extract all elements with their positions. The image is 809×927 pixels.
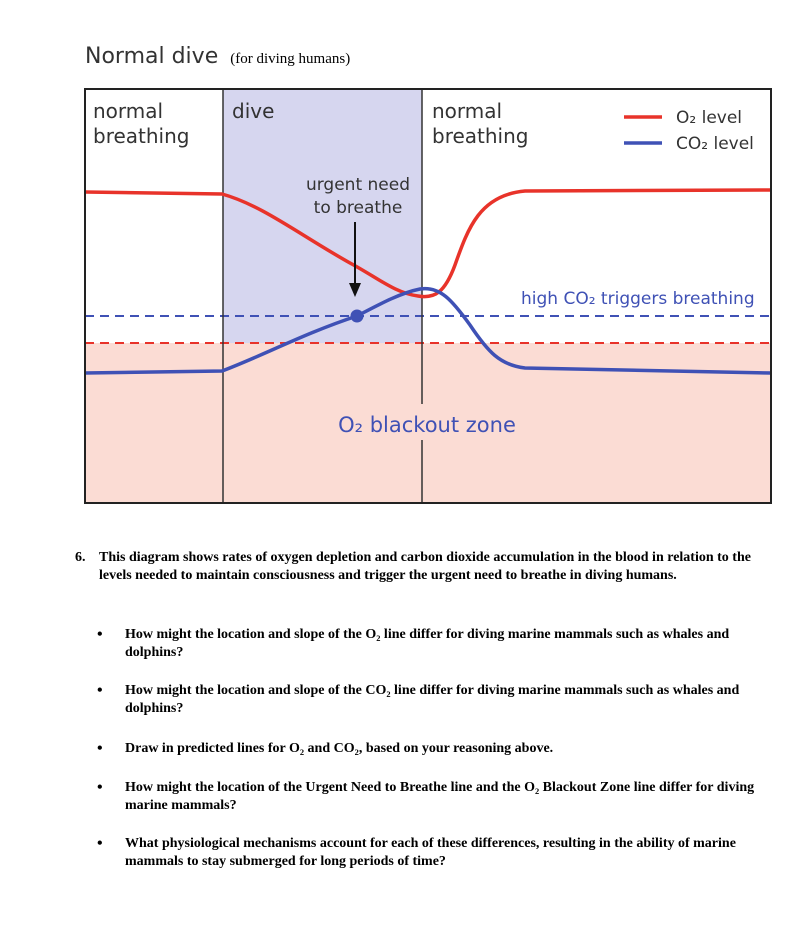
urgent-need-label-line2: to breathe bbox=[314, 198, 403, 218]
label-normal-breathing-1-line2: breathing bbox=[93, 124, 189, 148]
blackout-zone-label: O₂ blackout zone bbox=[338, 413, 516, 437]
bullet-draw-lines: Draw in predicted lines for O₂ and CO₂, … bbox=[95, 740, 785, 758]
bullet-physiological-mechanisms: What physiological mechanisms account fo… bbox=[95, 835, 785, 871]
bullet-urgent-need-blackout: How might the location of the Urgent Nee… bbox=[95, 779, 785, 815]
co2-level-line bbox=[84, 286, 772, 375]
o2-level-line bbox=[84, 188, 772, 299]
diagram-title: Normal dive bbox=[85, 44, 219, 69]
urgent-need-marker bbox=[350, 309, 364, 323]
urgent-need-label-line1: urgent need bbox=[306, 175, 410, 195]
diagram-frame bbox=[84, 88, 772, 504]
legend-co2-label: CO₂ level bbox=[676, 134, 754, 154]
bullet-co2-line: How might the location and slope of the … bbox=[95, 682, 785, 718]
dive-diagram: normal breathing dive normal breathing O… bbox=[84, 88, 772, 504]
bullet-o2-line: How might the location and slope of the … bbox=[95, 626, 785, 662]
legend-o2-label: O₂ level bbox=[676, 108, 742, 128]
label-normal-breathing-2-line2: breathing bbox=[432, 124, 528, 148]
question-bullets: How might the location and slope of the … bbox=[95, 626, 785, 871]
diagram-subtitle: (for diving humans) bbox=[230, 51, 351, 67]
high-co2-label: high CO₂ triggers breathing bbox=[521, 289, 755, 309]
question-number: 6. bbox=[75, 550, 86, 565]
question-6: 6. This diagram shows rates of oxygen de… bbox=[75, 549, 775, 585]
label-normal-breathing-1-line1: normal bbox=[93, 99, 163, 123]
label-normal-breathing-2-line1: normal bbox=[432, 99, 502, 123]
diagram-title-block: Normal dive (for diving humans) bbox=[85, 44, 350, 69]
question-stem: This diagram shows rates of oxygen deple… bbox=[99, 550, 751, 583]
urgent-need-arrowhead bbox=[349, 283, 361, 297]
legend: O₂ level CO₂ level bbox=[624, 108, 754, 154]
label-dive: dive bbox=[232, 99, 274, 123]
